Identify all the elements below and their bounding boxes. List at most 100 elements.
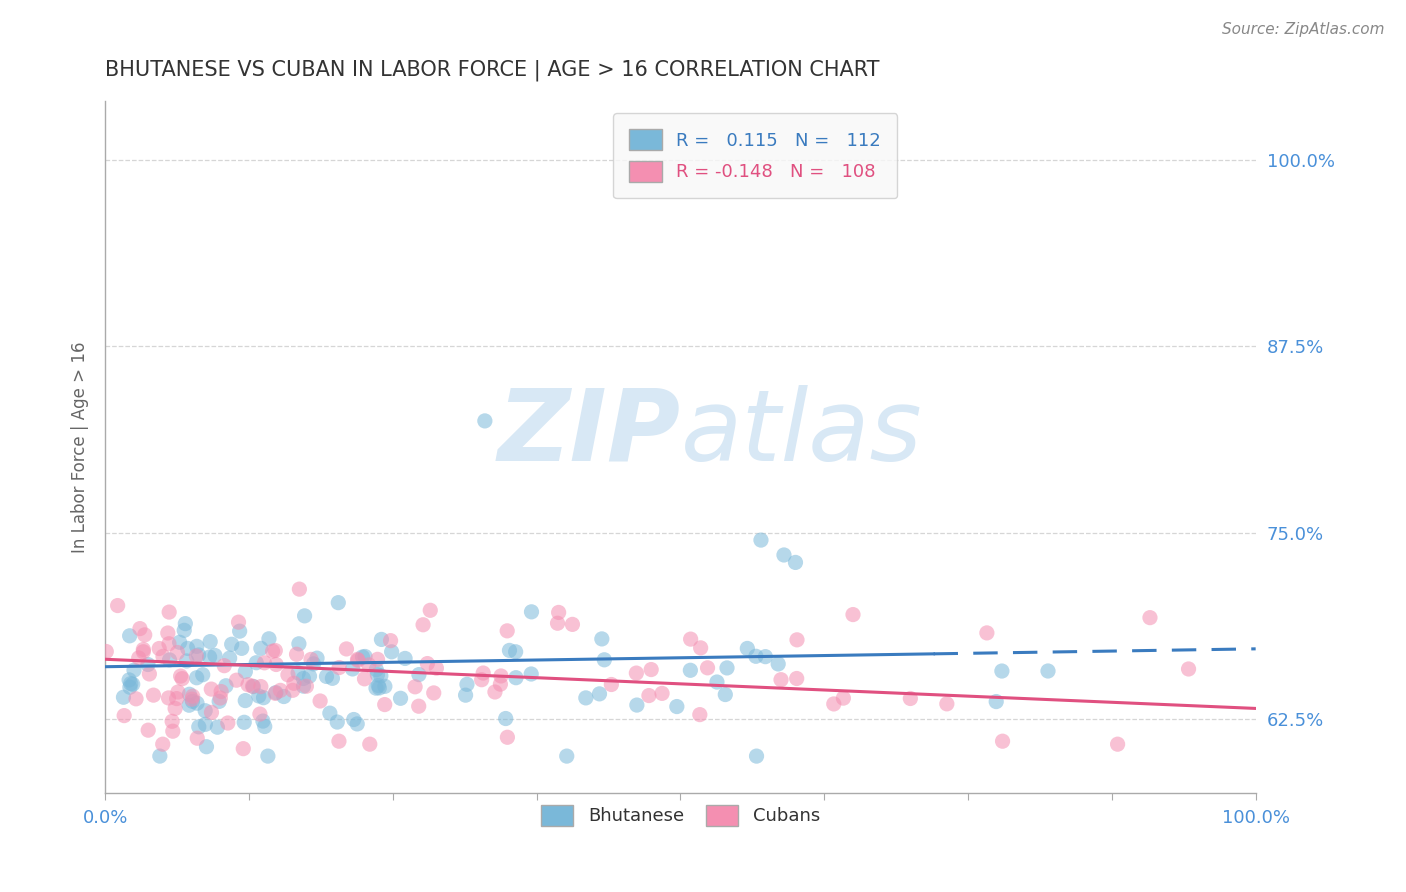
Point: [381, 645, 404, 659]
Point: [169, 635, 191, 649]
Point: [359, 737, 381, 751]
Point: [218, 651, 240, 665]
Point: [1107, 737, 1129, 751]
Point: [186, 696, 208, 710]
Point: [496, 731, 519, 745]
Point: [187, 648, 209, 662]
Point: [292, 672, 315, 686]
Point: [228, 615, 250, 630]
Point: [347, 653, 370, 667]
Point: [138, 667, 160, 681]
Point: [125, 691, 148, 706]
Point: [242, 679, 264, 693]
Point: [262, 644, 284, 658]
Point: [547, 616, 569, 631]
Point: [689, 707, 711, 722]
Point: [374, 679, 396, 693]
Point: [991, 664, 1014, 678]
Point: [273, 690, 295, 704]
Point: [364, 681, 387, 695]
Point: [191, 667, 214, 681]
Point: [212, 658, 235, 673]
Point: [173, 624, 195, 638]
Point: [285, 647, 308, 661]
Point: [679, 663, 702, 677]
Point: [319, 706, 342, 721]
Point: [96, 644, 118, 658]
Point: [245, 656, 267, 670]
Point: [823, 697, 845, 711]
Point: [1139, 610, 1161, 624]
Point: [187, 720, 209, 734]
Point: [832, 691, 855, 706]
Point: [156, 626, 179, 640]
Point: [204, 648, 226, 663]
Point: [626, 698, 648, 712]
Point: [346, 652, 368, 666]
Point: [176, 654, 198, 668]
Point: [626, 666, 648, 681]
Point: [496, 624, 519, 638]
Point: [370, 632, 392, 647]
Point: [157, 637, 180, 651]
Point: [159, 653, 181, 667]
Point: [737, 641, 759, 656]
Point: [769, 673, 792, 687]
Point: [287, 665, 309, 680]
Text: ZIP: ZIP: [498, 384, 681, 482]
Point: [149, 749, 172, 764]
Point: [157, 605, 180, 619]
Point: [233, 715, 256, 730]
Point: [198, 650, 221, 665]
Point: [277, 667, 299, 681]
Point: [716, 661, 738, 675]
Point: [785, 556, 807, 570]
Point: [176, 641, 198, 656]
Point: [412, 617, 434, 632]
Point: [315, 669, 337, 683]
Point: [588, 687, 610, 701]
Point: [456, 677, 478, 691]
Point: [342, 662, 364, 676]
Point: [257, 749, 280, 764]
Point: [591, 632, 613, 646]
Point: [935, 697, 957, 711]
Point: [134, 628, 156, 642]
Point: [236, 678, 259, 692]
Point: [353, 672, 375, 686]
Point: [152, 737, 174, 751]
Point: [120, 676, 142, 690]
Point: [242, 680, 264, 694]
Point: [495, 712, 517, 726]
Point: [112, 690, 135, 705]
Point: [357, 657, 380, 672]
Point: [269, 683, 291, 698]
Point: [354, 649, 377, 664]
Point: [200, 682, 222, 697]
Point: [181, 694, 204, 708]
Legend: Bhutanese, Cubans: Bhutanese, Cubans: [534, 797, 827, 833]
Point: [425, 661, 447, 675]
Point: [157, 690, 180, 705]
Point: [172, 672, 194, 686]
Point: [186, 731, 208, 746]
Point: [454, 688, 477, 702]
Point: [148, 641, 170, 656]
Point: [489, 669, 512, 683]
Point: [264, 685, 287, 699]
Point: [1036, 664, 1059, 678]
Point: [181, 692, 204, 706]
Point: [898, 691, 921, 706]
Y-axis label: In Labor Force | Age > 16: In Labor Force | Age > 16: [72, 342, 89, 553]
Point: [394, 651, 416, 665]
Point: [328, 660, 350, 674]
Point: [714, 688, 737, 702]
Point: [169, 669, 191, 683]
Point: [419, 603, 441, 617]
Point: [346, 717, 368, 731]
Point: [250, 680, 273, 694]
Point: [136, 723, 159, 738]
Point: [328, 734, 350, 748]
Point: [754, 649, 776, 664]
Point: [706, 675, 728, 690]
